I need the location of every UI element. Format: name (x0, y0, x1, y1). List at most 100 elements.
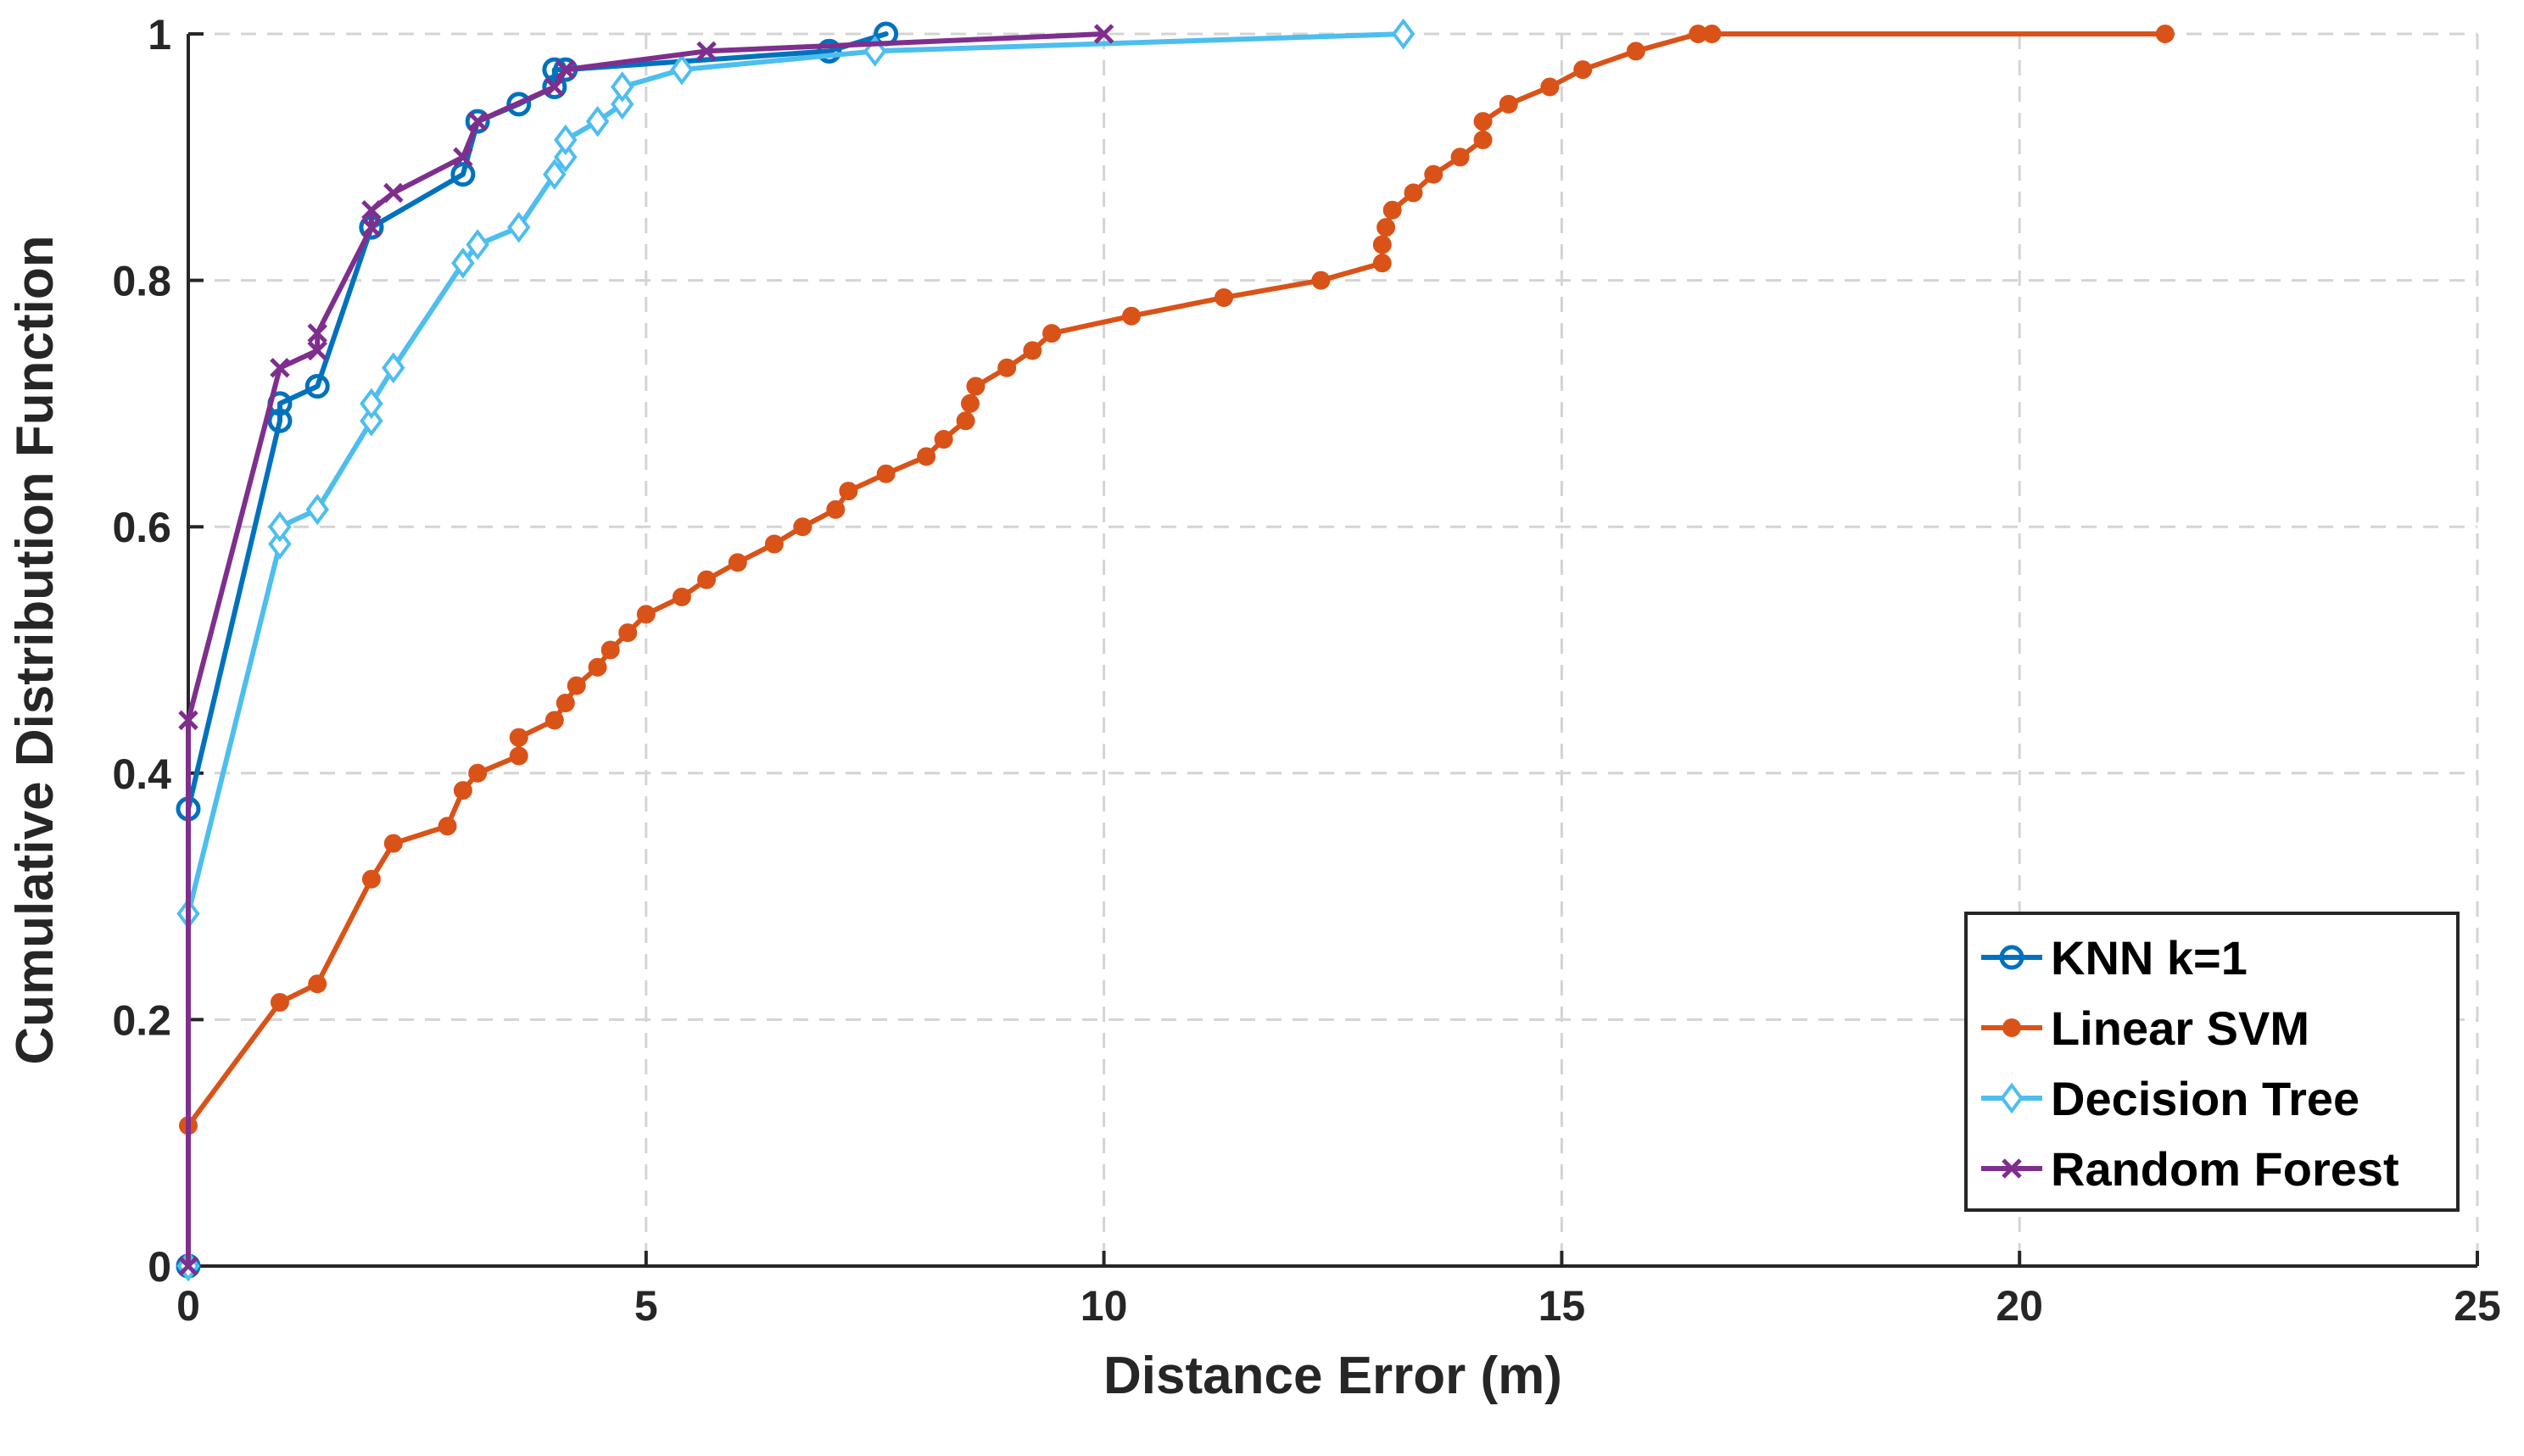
legend-item-knn-k-1[interactable]: KNN k=1 (1981, 931, 2248, 985)
data-point-linear-svm-25 (917, 447, 936, 466)
data-point-decision-tree-9 (466, 229, 489, 260)
data-point-linear-svm-22 (826, 499, 846, 519)
data-point-linear-svm-26 (934, 430, 953, 449)
data-point-linear-svm-6 (453, 781, 472, 801)
data-point-knn-k-1-2 (267, 408, 293, 433)
data-point-linear-svm-27 (956, 411, 975, 431)
x-axis-title: Distance Error (m) (1103, 1347, 1562, 1405)
data-point-linear-svm-35 (1311, 271, 1331, 290)
data-point-random-forest-11 (556, 59, 576, 80)
data-point-linear-svm-31 (1023, 341, 1042, 360)
data-point-random-forest-2 (270, 357, 290, 378)
data-point-knn-k-1-9 (506, 92, 532, 117)
data-point-decision-tree-17 (670, 53, 694, 86)
data-point-linear-svm-48 (1626, 42, 1645, 61)
data-point-linear-svm-15 (618, 623, 638, 643)
series-random-forest (178, 24, 1114, 1276)
data-point-decision-tree-16 (610, 71, 634, 103)
data-point-linear-svm-5 (438, 817, 457, 836)
data-point-linear-svm-51 (2155, 25, 2175, 43)
data-point-linear-svm-32 (1042, 324, 1062, 343)
data-point-linear-svm-43 (1473, 130, 1493, 149)
data-point-random-forest-7 (383, 182, 404, 204)
y-tick-label-5: 1 (148, 11, 171, 59)
data-point-decision-tree-11 (543, 159, 567, 190)
data-point-knn-k-1-8 (465, 109, 490, 134)
legend-marker-decision-tree (2000, 1082, 2024, 1114)
data-point-linear-svm-29 (966, 377, 986, 396)
data-point-random-forest-10 (544, 76, 565, 98)
data-point-linear-svm-46 (1540, 77, 1560, 97)
x-tick-label-5: 25 (2454, 1282, 2501, 1330)
data-point-linear-svm-34 (1215, 287, 1234, 307)
data-point-linear-svm-44 (1473, 112, 1493, 131)
data-point-linear-svm-38 (1376, 218, 1396, 237)
data-point-knn-k-1-10 (542, 74, 567, 99)
x-tick-label-0: 0 (176, 1282, 200, 1330)
legend-marker-random-forest (2002, 1158, 2022, 1179)
x-tick-label-1: 5 (634, 1282, 658, 1330)
data-point-linear-svm-39 (1382, 200, 1402, 220)
y-tick-label-3: 0.6 (112, 504, 171, 551)
y-tick-label-4: 0.8 (112, 258, 171, 305)
legend-item-random-forest[interactable]: Random Forest (1981, 1142, 2399, 1196)
data-point-decision-tree-3 (268, 510, 292, 543)
data-point-random-forest-5 (361, 217, 382, 237)
data-point-random-forest-6 (361, 200, 382, 220)
legend-label-random-forest: Random Forest (2051, 1142, 2399, 1196)
x-tick-label-4: 20 (1996, 1282, 2043, 1330)
data-point-decision-tree-19 (1391, 18, 1416, 50)
legend-label-knn-k-1: KNN k=1 (2051, 931, 2248, 985)
y-tick-label-1: 0.2 (112, 996, 171, 1044)
legend-label-decision-tree: Decision Tree (2051, 1072, 2359, 1125)
data-point-linear-svm-45 (1499, 94, 1518, 114)
data-point-linear-svm-42 (1450, 148, 1470, 167)
data-point-linear-svm-41 (1424, 165, 1443, 184)
data-point-linear-svm-8 (509, 746, 528, 766)
data-point-linear-svm-23 (839, 482, 858, 501)
series-decision-tree (176, 18, 1416, 1282)
x-tick-label-3: 15 (1538, 1282, 1586, 1330)
data-point-linear-svm-2 (308, 974, 327, 994)
data-point-decision-tree-5 (360, 404, 383, 437)
legend-item-linear-svm[interactable]: Linear SVM (1981, 1001, 2309, 1055)
data-point-linear-svm-24 (876, 464, 896, 483)
data-point-random-forest-8 (453, 147, 473, 168)
data-point-random-forest-12 (696, 41, 717, 62)
data-point-linear-svm-18 (697, 570, 717, 589)
data-point-random-forest-3 (307, 340, 327, 361)
data-point-linear-svm-36 (1372, 254, 1392, 273)
data-point-linear-svm-7 (468, 763, 488, 783)
y-tick-label-0: 0 (148, 1243, 171, 1291)
series-layer (176, 18, 2175, 1282)
data-point-random-forest-4 (307, 323, 327, 343)
y-axis-title: Cumulative Distribution Function (6, 235, 64, 1064)
legend[interactable]: KNN k=1 Linear SVM Decision Tree Random For… (1964, 912, 2460, 1212)
axes: 0 5 10 15 20 25 0 0.2 0.4 0.6 0.8 1 (112, 11, 2500, 1330)
data-point-linear-svm-40 (1404, 183, 1423, 203)
data-point-linear-svm-30 (997, 358, 1017, 377)
data-point-random-forest-1 (178, 710, 198, 731)
data-point-linear-svm-11 (556, 693, 575, 712)
data-point-linear-svm-37 (1372, 235, 1392, 254)
data-point-decision-tree-7 (382, 352, 405, 384)
data-point-random-forest-9 (467, 111, 488, 131)
legend-marker-knn-k-1 (1999, 945, 2024, 970)
legend-marker-linear-svm (2002, 1018, 2021, 1037)
data-point-linear-svm-1 (270, 993, 289, 1013)
data-point-decision-tree-8 (451, 247, 475, 279)
series-linear-svm (179, 25, 2175, 1135)
data-point-linear-svm-33 (1121, 306, 1141, 326)
data-point-linear-svm-9 (509, 728, 528, 747)
legend-item-decision-tree[interactable]: Decision Tree (1981, 1072, 2359, 1125)
data-point-linear-svm-13 (588, 657, 607, 677)
x-tick-label-2: 10 (1081, 1282, 1128, 1330)
data-point-linear-svm-21 (793, 517, 812, 537)
data-point-decision-tree-14 (585, 105, 610, 137)
data-point-linear-svm-10 (544, 711, 564, 730)
data-point-linear-svm-28 (960, 393, 980, 413)
data-point-decision-tree-10 (506, 211, 531, 243)
data-point-decision-tree-4 (305, 494, 329, 526)
